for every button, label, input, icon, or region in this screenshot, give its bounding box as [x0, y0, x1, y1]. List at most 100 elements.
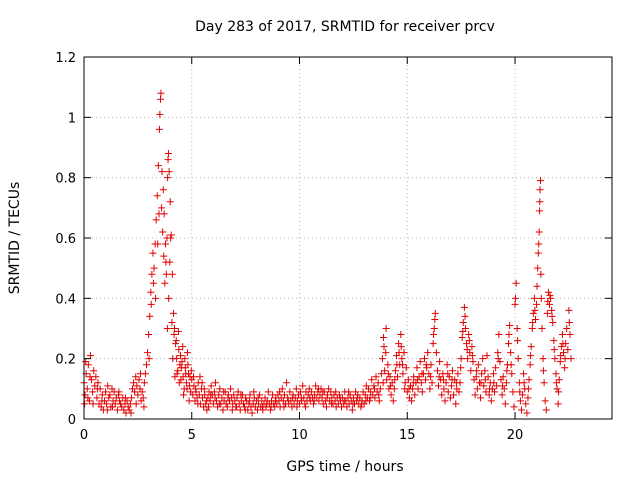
- data-point: [276, 388, 284, 396]
- data-point: [172, 337, 180, 345]
- data-point: [514, 355, 522, 363]
- data-point: [464, 355, 472, 363]
- data-point: [391, 367, 399, 375]
- data-point: [164, 150, 172, 158]
- data-point: [520, 379, 528, 387]
- data-point: [166, 258, 174, 266]
- data-point: [207, 391, 215, 399]
- data-point: [246, 391, 254, 399]
- data-point: [88, 376, 96, 384]
- data-point: [499, 373, 507, 381]
- data-point: [556, 358, 564, 366]
- y-tick-label: 0.6: [55, 232, 76, 247]
- data-point: [430, 331, 438, 339]
- data-point: [293, 403, 301, 411]
- data-point: [201, 391, 209, 399]
- data-point: [549, 318, 557, 326]
- data-point: [465, 331, 473, 339]
- data-point: [358, 400, 366, 408]
- data-point: [548, 306, 556, 314]
- y-tick-label: 0.8: [55, 172, 76, 187]
- data-point: [216, 385, 224, 393]
- data-point: [157, 95, 165, 103]
- data-point: [567, 355, 575, 363]
- data-point: [154, 162, 162, 170]
- data-point: [222, 400, 230, 408]
- data-point: [214, 403, 222, 411]
- data-point: [188, 376, 196, 384]
- data-point: [224, 394, 232, 402]
- data-point: [511, 300, 519, 308]
- data-point: [177, 352, 185, 360]
- data-point: [370, 382, 378, 390]
- data-point: [263, 400, 271, 408]
- data-point: [160, 210, 168, 218]
- data-point: [496, 358, 504, 366]
- data-point: [553, 385, 561, 393]
- data-point: [134, 391, 142, 399]
- data-point: [380, 334, 388, 342]
- data-point: [535, 240, 543, 248]
- data-point: [424, 349, 432, 357]
- data-point: [503, 367, 511, 375]
- data-point: [299, 382, 307, 390]
- data-point: [387, 391, 395, 399]
- data-point: [93, 394, 101, 402]
- data-point: [89, 400, 97, 408]
- data-point: [165, 294, 173, 302]
- data-point: [123, 397, 131, 405]
- data-point: [513, 325, 521, 332]
- data-point: [162, 270, 170, 278]
- data-point: [381, 367, 389, 375]
- data-point: [171, 325, 179, 332]
- data-point: [353, 394, 361, 402]
- data-point: [386, 373, 394, 381]
- data-point: [250, 388, 258, 396]
- data-point: [520, 370, 528, 378]
- data-point: [514, 337, 522, 345]
- data-point: [371, 385, 379, 393]
- data-point: [552, 379, 560, 387]
- data-point: [448, 376, 456, 384]
- data-point: [147, 288, 155, 296]
- axis-ticks: [83, 56, 612, 420]
- data-point: [457, 355, 465, 363]
- data-point: [435, 373, 443, 381]
- data-point: [431, 315, 439, 323]
- data-point: [457, 364, 465, 372]
- data-point: [479, 355, 487, 363]
- data-point: [139, 394, 147, 402]
- data-point: [541, 397, 549, 405]
- data-point: [524, 385, 532, 393]
- data-point: [525, 376, 533, 384]
- data-point: [413, 364, 421, 372]
- data-point: [205, 403, 213, 411]
- data-point: [509, 388, 517, 396]
- data-point: [180, 391, 188, 399]
- data-point: [319, 388, 327, 396]
- data-point: [152, 294, 160, 302]
- data-point: [516, 397, 524, 405]
- data-point: [438, 391, 446, 399]
- data-point: [310, 397, 318, 405]
- data-point: [536, 186, 544, 194]
- data-point: [414, 385, 422, 393]
- data-point: [346, 391, 354, 399]
- data-point: [136, 370, 144, 378]
- data-point: [159, 186, 167, 194]
- data-point: [557, 352, 565, 360]
- data-point: [211, 379, 219, 387]
- data-point: [125, 406, 133, 414]
- data-point: [336, 394, 344, 402]
- data-point: [527, 352, 535, 360]
- data-point: [533, 282, 541, 290]
- data-point: [422, 376, 430, 384]
- data-point: [401, 379, 409, 387]
- data-point: [530, 294, 538, 302]
- data-point: [116, 397, 124, 405]
- data-point: [220, 388, 228, 396]
- data-point: [540, 379, 548, 387]
- data-point: [458, 334, 466, 342]
- data-point: [211, 394, 219, 402]
